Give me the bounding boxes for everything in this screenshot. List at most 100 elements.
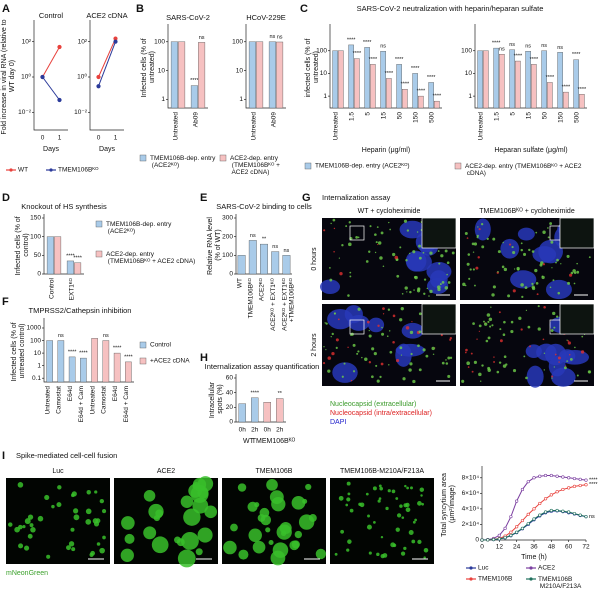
syncytium <box>96 542 101 546</box>
syncytium <box>366 524 372 530</box>
syncytium <box>27 514 34 520</box>
x-tick-label: 48 <box>548 544 556 551</box>
line <box>42 46 60 78</box>
syncytium <box>334 552 338 556</box>
speckle <box>528 248 531 252</box>
bar <box>509 49 515 109</box>
speckle <box>566 360 569 362</box>
point <box>96 84 101 89</box>
syncytium <box>385 506 389 511</box>
speckle <box>403 219 408 223</box>
y-tick-label: 10² <box>78 38 88 45</box>
syncytium <box>411 539 416 544</box>
y-tick-label: 100 <box>30 233 41 240</box>
speckle <box>395 358 400 363</box>
significance-label: **** <box>385 71 394 77</box>
speckle <box>478 324 482 328</box>
legend-swatch <box>139 341 147 349</box>
syncytium <box>230 523 238 532</box>
nucleus <box>545 279 572 300</box>
legend-label: TMEM106B-dep. entry (ACE2ᴷᴼ) <box>150 155 216 169</box>
syncytium <box>27 533 33 539</box>
syncytium <box>71 491 77 497</box>
x-tick-label: E64d <box>67 386 74 402</box>
point <box>503 526 507 530</box>
significance-label: **** <box>363 40 372 46</box>
speckle <box>527 325 531 329</box>
y-tick-label: 2×10⁴ <box>462 521 480 528</box>
bar <box>515 60 521 109</box>
legend-swatch <box>219 154 227 162</box>
legend-label: Nucleocapsid (intra/extracellular) <box>330 410 432 417</box>
chart-title: Knockout of HS synthesis <box>21 202 107 211</box>
speckle <box>341 375 344 378</box>
line <box>42 76 60 101</box>
panel-label: A <box>2 3 10 15</box>
speckle <box>418 244 422 248</box>
significance-label: **** <box>353 51 362 57</box>
point <box>549 508 553 513</box>
speckle <box>418 256 422 260</box>
speckle <box>551 375 554 378</box>
speckle <box>401 292 404 295</box>
chart-title: Internalization assay quantification <box>205 362 320 371</box>
speckle <box>371 347 375 351</box>
syncytium <box>102 535 106 540</box>
syncytium <box>44 494 50 501</box>
x-tick-label: 2h <box>251 427 259 434</box>
nucleus <box>368 317 385 333</box>
legend-label: ACE2 <box>538 565 555 572</box>
speckle <box>375 364 378 367</box>
syncytium <box>280 530 287 536</box>
speckle <box>576 374 579 377</box>
significance-label: ns <box>269 34 275 40</box>
bar <box>493 47 499 109</box>
x-tick-label: 5 <box>510 112 517 116</box>
point <box>486 538 490 542</box>
bar <box>198 42 206 109</box>
y-tick-label: 10⁻² <box>18 109 32 116</box>
significance-label: **** <box>68 349 77 355</box>
speckle <box>572 269 576 273</box>
bar <box>268 41 276 109</box>
legend-swatch <box>469 566 473 570</box>
speckle <box>497 270 499 273</box>
speckle <box>542 263 546 266</box>
legend-label: ACE2-dep. entry (TMEM106Bᴷᴼ + ACE2 cDNA) <box>465 163 582 177</box>
speckle <box>379 256 383 260</box>
speckle <box>418 330 422 334</box>
syncytium <box>347 539 352 544</box>
speckle <box>499 339 503 343</box>
syncytium <box>174 536 181 544</box>
speckle <box>410 352 413 356</box>
syncytium <box>66 545 71 551</box>
x-tick-label: Untreated <box>173 112 180 141</box>
significance-label: ns <box>103 333 109 339</box>
speckle <box>388 221 390 224</box>
syncytium <box>417 501 422 506</box>
chart-title: HCoV-229E <box>246 13 286 22</box>
syncytium <box>340 529 345 534</box>
syncytium <box>93 521 100 527</box>
point <box>572 511 577 516</box>
speckle <box>449 338 452 341</box>
point <box>532 476 536 480</box>
speckle <box>503 267 508 272</box>
speckle <box>558 361 560 363</box>
syncytium <box>338 495 344 501</box>
speckle <box>445 359 447 361</box>
speckle <box>520 248 524 252</box>
syncytium <box>17 482 24 488</box>
x-tick-label: E64d <box>112 386 119 402</box>
syncytium <box>270 550 286 566</box>
speckle <box>381 326 383 329</box>
legend-label: TMEM106B-dep. entry (ACE2ᴷᴼ) <box>106 221 172 235</box>
syncytium <box>390 542 396 548</box>
speckle <box>392 314 396 318</box>
x-tick-label: 24 <box>513 544 521 551</box>
legend-swatch <box>95 250 103 258</box>
point <box>520 487 525 492</box>
y-tick-label: 60 <box>226 375 234 382</box>
speckle <box>478 330 481 332</box>
speckle <box>549 286 552 289</box>
